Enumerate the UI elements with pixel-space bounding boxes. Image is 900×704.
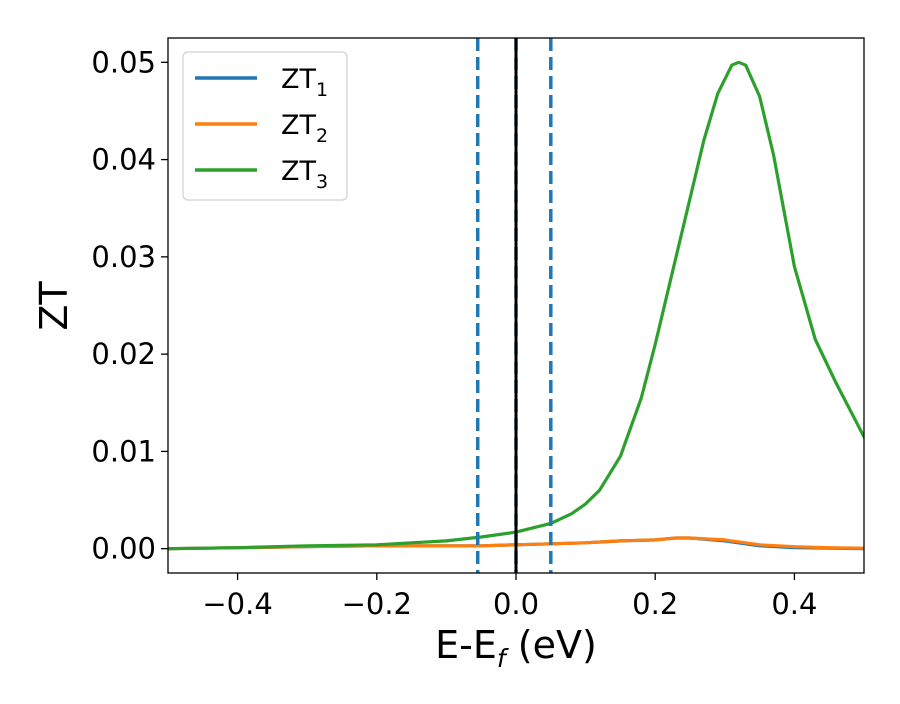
y-axis-label: ZT bbox=[32, 281, 76, 331]
y-tick-label: 0.01 bbox=[91, 434, 156, 468]
y-tick-label: 0.03 bbox=[91, 240, 156, 274]
x-tick-label: −0.4 bbox=[202, 587, 272, 621]
y-tick-label: 0.00 bbox=[91, 532, 156, 566]
legend-label-2: ZT2 bbox=[281, 110, 328, 147]
x-tick-label: 0.4 bbox=[771, 587, 817, 621]
series-line-3 bbox=[168, 60, 864, 551]
legend-box bbox=[182, 51, 348, 201]
x-axis-label: E-Ef (eV) bbox=[435, 623, 597, 673]
legend: ZT1 ZT2 ZT3 bbox=[182, 51, 348, 201]
x-tick-label: 0.0 bbox=[493, 587, 539, 621]
y-tick-label: 0.05 bbox=[91, 45, 156, 79]
y-tick-label: 0.04 bbox=[91, 143, 156, 177]
legend-label-3: ZT3 bbox=[281, 156, 328, 193]
legend-label-1: ZT1 bbox=[281, 64, 328, 101]
x-tick-label: 0.2 bbox=[632, 587, 678, 621]
y-tick-label: 0.02 bbox=[91, 337, 156, 371]
x-tick-label: −0.2 bbox=[342, 587, 412, 621]
plot-frame bbox=[167, 37, 865, 574]
